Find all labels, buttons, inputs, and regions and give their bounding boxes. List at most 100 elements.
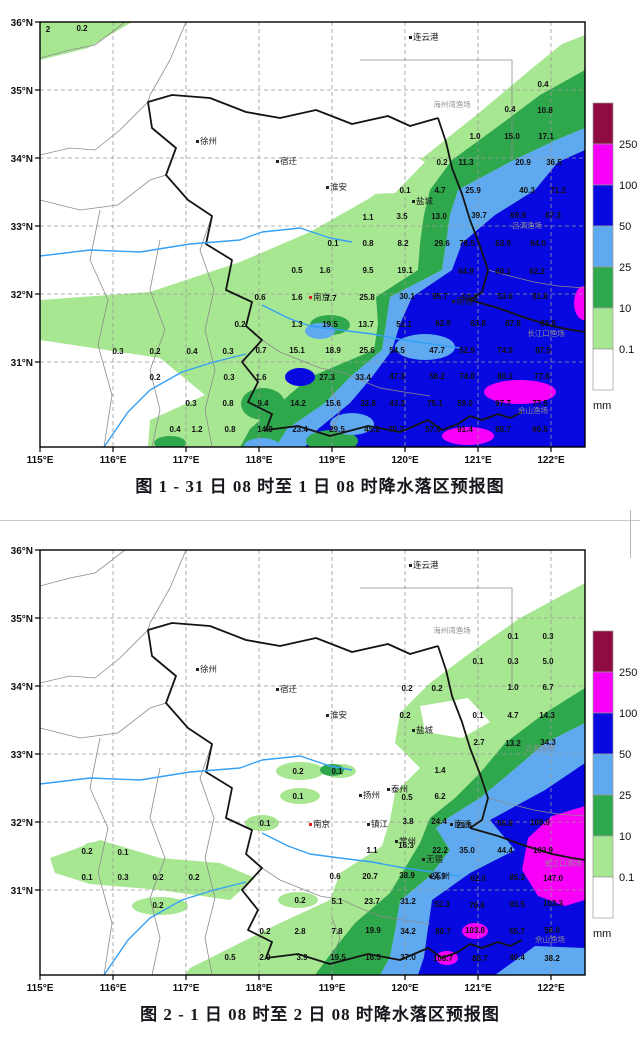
y-tick-label: 34°N [11, 154, 33, 165]
legend-unit-label: mm [593, 400, 611, 412]
precip-value-label: 0.2 [81, 847, 93, 856]
city-label: 南京 [313, 819, 330, 829]
x-tick-label: 116°E [100, 455, 127, 466]
city-label: 盐城 [416, 196, 434, 206]
axis-ticks [35, 21, 552, 452]
precip-value-label: 0.5 [224, 953, 236, 962]
precip-value-label: 0.8 [362, 239, 374, 248]
precip-value-label: 16.3 [398, 841, 414, 850]
province-border [487, 797, 585, 817]
precip-value-label: 85.7 [495, 425, 511, 434]
precip-value-label: 0.2 [76, 24, 88, 33]
y-tick-label: 33°N [11, 750, 33, 761]
precip-value-label: 40.3 [519, 186, 535, 195]
fishing-ground-label: 海州湾渔场 [433, 99, 471, 109]
city-marker [196, 140, 199, 143]
province-border [329, 389, 341, 437]
y-tick-label: 32°N [11, 818, 33, 829]
precip-value-label: 0.3 [117, 873, 129, 882]
x-tick-label: 115°E [27, 983, 54, 994]
precip-value-label: 9.5 [362, 266, 374, 275]
precip-value-label: 25.6 [359, 346, 375, 355]
precip-value-label: 22.2 [432, 846, 448, 855]
fishing-ground-label: 吕泗渔场 [512, 220, 542, 230]
precip-value-label: 0.5 [291, 266, 303, 275]
basemap-lines [40, 550, 585, 975]
precip-value-label: 53.6 [497, 292, 513, 301]
precip-region [522, 806, 585, 906]
city-label: 苏州 [433, 871, 450, 881]
precip-value-label: 1.0 [469, 132, 481, 141]
precip-value-label: 0.3 [507, 657, 519, 666]
precip-blob [245, 815, 279, 831]
jiangsu-border [457, 939, 523, 953]
precip-value-label: 85.3 [509, 873, 525, 882]
legend-level-label: 10 [619, 831, 631, 843]
fishing-ground-label: 长江口渔场 [527, 328, 565, 338]
precip-value-label: 70.7 [388, 425, 404, 434]
precip-value-label: 0.1 [399, 186, 411, 195]
province-border [40, 702, 167, 739]
precip-value-label: 147.0 [543, 874, 564, 883]
precip-value-label: 15.6 [325, 399, 341, 408]
precip-value-label: 2.8 [294, 927, 306, 936]
x-tick-label: 119°E [319, 455, 346, 466]
city-marker [326, 186, 329, 189]
precip-value-label: 1.6 [291, 293, 303, 302]
precip-value-label: 20.7 [362, 872, 378, 881]
precip-region [495, 946, 585, 975]
precip-value-label: 1.3 [291, 320, 303, 329]
legend-level-label: 100 [619, 708, 637, 720]
precip-value-label: 83.8 [540, 319, 556, 328]
city-marker [309, 823, 312, 826]
precip-region [315, 688, 585, 975]
precip-value-label: 3.8 [402, 817, 414, 826]
precip-value-label: 38.2 [544, 954, 560, 963]
precip-value-label: 63.8 [470, 319, 486, 328]
precip-value-label: 36.5 [546, 158, 562, 167]
precip-value-label: 27.3 [319, 373, 335, 382]
basemap-lines [40, 22, 585, 447]
precip-value-label: 0.2 [259, 927, 271, 936]
precip-value-label: 62.0 [470, 874, 486, 883]
y-tick-label: 33°N [11, 222, 33, 233]
precip-value-label: 0.3 [185, 399, 197, 408]
precip-value-label: 19.5 [322, 320, 338, 329]
precip-value-label: 38.9 [399, 871, 415, 880]
precip-value-label: 0.2 [152, 873, 164, 882]
city-marker [387, 788, 390, 791]
precip-value-label: 0.1 [292, 792, 304, 801]
precip-blob [280, 788, 320, 804]
precip-value-label: 7.8 [331, 927, 343, 936]
precip-region [295, 138, 425, 196]
city-marker [452, 300, 455, 303]
precip-value-label: 43.3 [389, 399, 405, 408]
city-label: 无锡 [426, 854, 444, 864]
jiangsu-border [147, 622, 459, 965]
precip-region [420, 698, 490, 738]
precip-value-label: 0.4 [169, 425, 181, 434]
precip-value-label: 87.8 [505, 319, 521, 328]
precip-value-label: 11.3 [458, 158, 474, 167]
precip-value-label: 40.4 [509, 953, 525, 962]
legend-level-label: 0.1 [619, 344, 634, 356]
province-border [40, 101, 149, 156]
precip-value-label: 19.5 [330, 953, 346, 962]
precip-value-label: 16.5 [365, 953, 381, 962]
y-tick-label: 35°N [11, 86, 33, 97]
precip-value-label: 8.2 [397, 239, 409, 248]
precip-blob [330, 413, 374, 435]
precip-value-label: 29.5 [329, 425, 345, 434]
precip-value-label: 76.6 [469, 901, 485, 910]
river-line [40, 227, 353, 257]
precip-value-label: 2.7 [473, 738, 485, 747]
legend-swatch [592, 307, 614, 350]
precip-value-label: 62.2 [529, 267, 545, 276]
graticule [40, 22, 585, 447]
city-label: 镇江 [371, 819, 389, 829]
panel-divider [0, 520, 640, 521]
precip-value-label: 18.9 [325, 346, 341, 355]
precip-value-label: 108.9 [530, 818, 551, 827]
city-label: 扬州 [363, 790, 380, 800]
